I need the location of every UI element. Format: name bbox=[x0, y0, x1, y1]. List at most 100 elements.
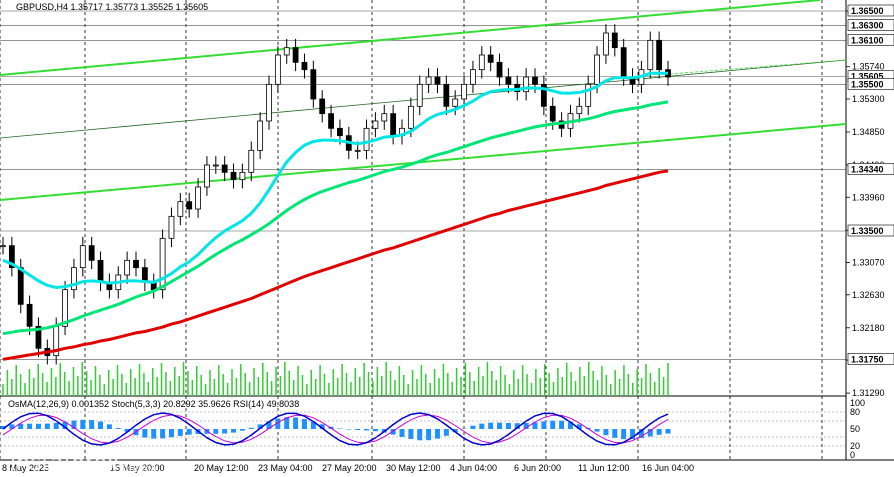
y-tick-label: 1.34850 bbox=[852, 127, 885, 137]
candle-body bbox=[292, 47, 299, 63]
candle-body bbox=[603, 32, 609, 56]
level-tag bbox=[847, 353, 894, 365]
level-tag bbox=[847, 78, 894, 90]
candle-body bbox=[97, 259, 104, 283]
candle-body bbox=[407, 105, 414, 129]
channel-lower bbox=[0, 123, 847, 201]
candle-body bbox=[301, 61, 308, 71]
candle-body bbox=[230, 171, 237, 181]
candle-body bbox=[611, 32, 618, 49]
candle-body bbox=[487, 54, 494, 63]
candle-body bbox=[26, 303, 33, 327]
ema-short-line bbox=[2, 71, 668, 290]
candle-body bbox=[363, 127, 370, 151]
candle-body bbox=[328, 113, 334, 129]
candle-body bbox=[8, 245, 15, 269]
channel-mid bbox=[0, 59, 847, 139]
osc-axis-label: 100 bbox=[850, 398, 865, 408]
level-tag-label: 1.36100 bbox=[851, 35, 884, 45]
candle-body bbox=[647, 39, 654, 71]
y-tick-label: 1.32630 bbox=[852, 290, 885, 300]
level-tag bbox=[847, 19, 894, 31]
channel-extension bbox=[669, 59, 847, 75]
candle-body bbox=[133, 259, 139, 269]
candle-body bbox=[585, 83, 592, 107]
candle-body bbox=[310, 69, 317, 100]
ema-mid-line bbox=[2, 100, 669, 336]
candle-body bbox=[221, 164, 228, 173]
candle-body bbox=[443, 83, 450, 107]
candle-body bbox=[17, 267, 24, 305]
candle-body bbox=[656, 39, 663, 71]
ema-long-line bbox=[2, 169, 669, 361]
symbol-header: GBPUSD,H4 1.35717 1.35773 1.35525 1.3560… bbox=[16, 2, 208, 12]
osc-axis-label: 0 bbox=[850, 450, 855, 460]
x-tick-label: 15 May 20:00 bbox=[110, 463, 165, 473]
level-tag-label: 1.31750 bbox=[851, 354, 884, 364]
candle-body bbox=[88, 245, 95, 261]
oscillator-panel bbox=[0, 411, 846, 447]
candle-body bbox=[372, 120, 379, 129]
candle-body bbox=[257, 120, 264, 151]
candle-body bbox=[354, 149, 361, 152]
y-tick-label: 1.35300 bbox=[852, 94, 885, 104]
candle-body bbox=[212, 164, 219, 167]
candle-body bbox=[470, 69, 476, 85]
candle-body bbox=[620, 47, 627, 78]
time-axis: 8 May 2025 15 May 20:00 20 May 12:00 23 May… bbox=[2, 463, 694, 473]
channel-upper bbox=[0, 0, 821, 76]
watermark: instaforex Instant Forex Trading bbox=[10, 451, 157, 476]
level-tag-label: 1.35500 bbox=[851, 79, 884, 89]
osc-axis-label: 20 bbox=[850, 441, 860, 451]
osc-axis-label: 80 bbox=[850, 407, 860, 417]
volume-bars bbox=[2, 362, 669, 396]
level-tag-label: 1.33500 bbox=[851, 226, 884, 236]
candle-body bbox=[79, 245, 86, 269]
candle-body bbox=[0, 245, 6, 248]
candle-body bbox=[478, 54, 485, 71]
x-tick-label: 27 May 20:00 bbox=[322, 463, 377, 473]
x-tick-label: 30 May 12:00 bbox=[386, 463, 441, 473]
level-tag-label: 1.35605 bbox=[851, 72, 884, 82]
candle-body bbox=[274, 54, 281, 85]
moving-averages bbox=[2, 71, 669, 361]
candle-body bbox=[319, 98, 326, 115]
candle-body bbox=[434, 76, 441, 85]
candle-body bbox=[204, 164, 210, 188]
watermark-brand: instaforex bbox=[10, 451, 120, 476]
trend-channel bbox=[0, 0, 847, 201]
candle-body bbox=[461, 83, 467, 100]
x-tick-label: 20 May 12:00 bbox=[194, 463, 249, 473]
level-tag bbox=[847, 163, 894, 175]
candle-body bbox=[248, 149, 255, 173]
candle-body bbox=[381, 113, 388, 122]
stoch-main-line bbox=[2, 412, 669, 446]
x-tick-label: 23 May 04:00 bbox=[258, 463, 313, 473]
candles bbox=[0, 24, 671, 365]
candle-body bbox=[594, 54, 600, 85]
level-tag-label: 1.36500 bbox=[851, 6, 884, 16]
price-axis: 1.365001.357401.353001.348501.344001.339… bbox=[846, 4, 894, 460]
candle-body bbox=[337, 127, 343, 137]
watermark-tagline: Instant Forex Trading bbox=[52, 464, 157, 475]
candle-body bbox=[177, 201, 184, 217]
level-tag bbox=[847, 224, 894, 237]
x-tick-label: 16 Jun 04:00 bbox=[642, 463, 694, 473]
candle-body bbox=[186, 201, 193, 210]
candle-body bbox=[71, 267, 77, 291]
candle-body bbox=[576, 105, 583, 115]
y-tick-label: 1.35740 bbox=[852, 62, 885, 72]
candle-body bbox=[239, 171, 246, 181]
candle-body bbox=[124, 259, 131, 276]
candle-body bbox=[549, 105, 556, 122]
candle-body bbox=[168, 215, 175, 239]
level-tag bbox=[847, 4, 894, 17]
oscillator-header: OsMA(12,26,9) 0.001352 Stoch(5,3,3) 20.8… bbox=[8, 399, 299, 409]
candle-body bbox=[496, 61, 503, 78]
y-tick-label: 1.32180 bbox=[852, 323, 885, 333]
candle-body bbox=[505, 76, 512, 85]
candle-body bbox=[159, 237, 166, 291]
x-tick-label: 4 Jun 04:00 bbox=[450, 463, 497, 473]
